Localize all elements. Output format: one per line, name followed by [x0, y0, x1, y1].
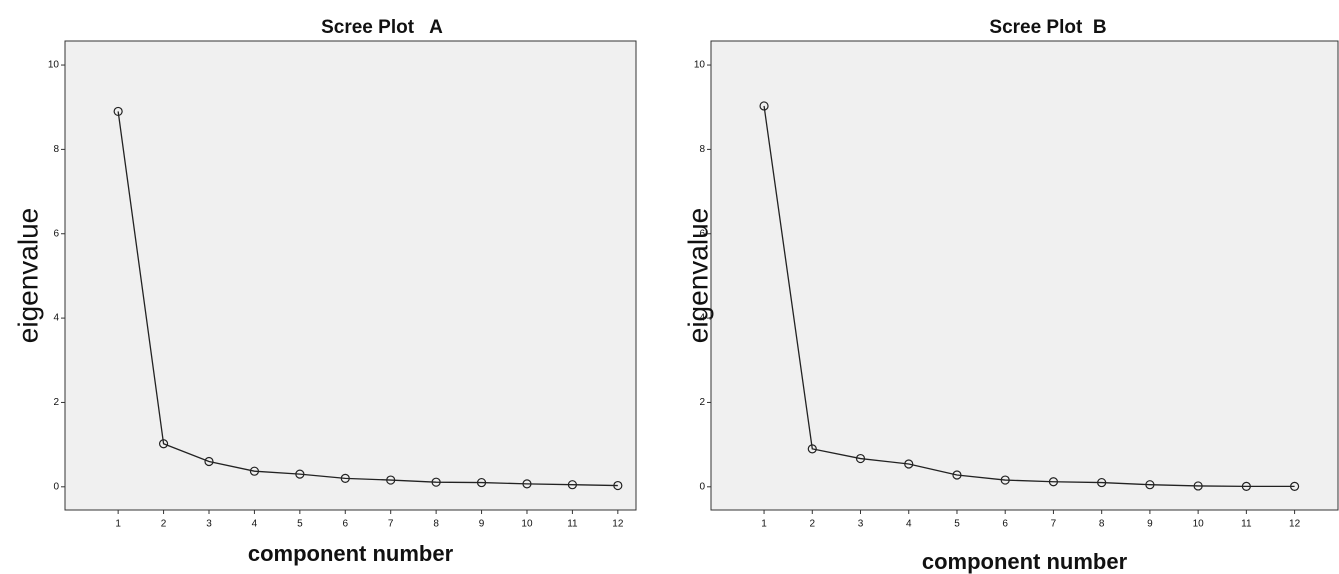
y-tick-label: 4: [699, 313, 705, 324]
x-tick-label: 10: [1193, 519, 1205, 530]
x-tick-label: 11: [567, 519, 578, 530]
y-tick-label: 4: [53, 313, 59, 324]
y-tick-label: 6: [53, 228, 59, 239]
x-tick-label: 11: [1241, 519, 1252, 530]
point: [613, 480, 623, 491]
x-tick-label: 2: [161, 519, 167, 530]
x-tick-label: 7: [1051, 519, 1057, 530]
x-tick-label: 3: [858, 519, 864, 530]
x-tick-label: 1: [115, 519, 121, 530]
point: [158, 439, 169, 449]
point: [340, 473, 350, 483]
y-tick-label: 8: [699, 144, 705, 155]
x-tick-label: 7: [388, 519, 394, 530]
x-tick-label: 6: [342, 519, 348, 530]
point: [952, 470, 962, 480]
x-tick-label: 4: [252, 519, 258, 530]
x-tick-label: 10: [521, 519, 533, 530]
y-tick-label: 2: [699, 397, 705, 408]
x-tick-label: 9: [479, 519, 485, 530]
y-tick-label: 8: [53, 144, 59, 155]
point: [1145, 480, 1155, 490]
chart-title: Scree Plot A: [321, 17, 443, 38]
y-tick-label: 0: [53, 481, 59, 492]
point: [855, 453, 866, 464]
plot-area: [64, 40, 637, 511]
y-tick-label: 6: [699, 228, 705, 239]
x-tick-label: 8: [1099, 519, 1105, 530]
x-tick-label: 5: [297, 519, 303, 530]
x-tick-label: 9: [1147, 519, 1153, 530]
chart-title: Scree Plot B: [989, 17, 1106, 38]
point: [522, 479, 532, 489]
x-tick-label: 5: [954, 519, 960, 530]
scree-line: [763, 105, 1295, 488]
x-tick-label: 12: [612, 519, 624, 530]
scree-line: [117, 111, 618, 487]
y-axis-label: eigenvalue: [682, 208, 713, 343]
x-axis-label: component number: [922, 549, 1128, 574]
point: [1241, 481, 1251, 491]
x-tick-label: 12: [1289, 519, 1301, 530]
point: [295, 469, 305, 479]
point: [431, 477, 441, 487]
y-tick-label: 2: [53, 397, 59, 408]
point: [113, 106, 123, 117]
point: [1048, 477, 1059, 487]
y-tick-label: 10: [694, 60, 706, 71]
x-axis-label: component number: [248, 541, 454, 566]
point: [1193, 481, 1203, 491]
x-tick-label: 1: [761, 519, 767, 530]
plot-area: [710, 40, 1339, 511]
x-tick-label: 8: [433, 519, 439, 530]
y-axis-label: eigenvalue: [12, 208, 43, 343]
point: [249, 466, 260, 476]
x-tick-label: 2: [810, 519, 816, 530]
x-tick-label: 4: [906, 519, 912, 530]
point: [476, 477, 487, 488]
point: [1289, 481, 1300, 491]
point: [567, 480, 578, 490]
point: [904, 459, 914, 469]
point: [1097, 477, 1107, 488]
y-tick-label: 10: [48, 60, 60, 71]
x-tick-label: 6: [1002, 519, 1008, 530]
point: [1000, 475, 1010, 485]
x-tick-label: 3: [206, 519, 212, 530]
y-tick-label: 0: [699, 481, 705, 492]
point: [807, 444, 817, 454]
point: [204, 456, 214, 467]
point: [759, 101, 769, 111]
point: [386, 475, 396, 485]
